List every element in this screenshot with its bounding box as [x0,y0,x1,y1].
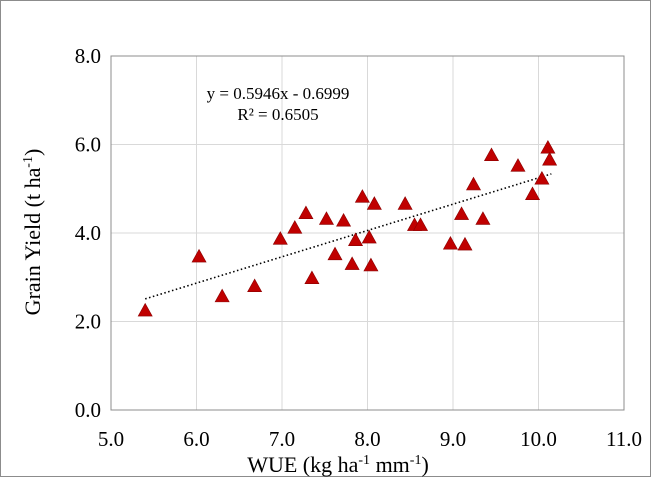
data-point [534,170,550,185]
x-axis-title: WUE (kg ha-1 mm-1) [247,452,429,477]
data-point [137,302,153,317]
data-point [318,211,334,225]
trendline-group [144,173,552,300]
data-point [413,217,429,231]
y-tick-label: 8.0 [75,44,101,68]
data-point [442,236,458,250]
tick-labels: 5.0 6.0 7.0 8.0 9.0 10.0 11.0 0.0 2.0 4.0 6.0 8.0 [75,44,642,451]
x-tick-label: 5.0 [98,427,124,451]
y-tick-label: 0.0 [75,398,101,422]
data-point [542,151,558,166]
data-point [454,206,470,220]
r-squared-label: R² = 0.6505 [237,105,318,124]
data-point [247,278,263,293]
trendline [144,173,552,300]
data-point [272,231,288,245]
data-point [397,196,413,210]
data-point [298,205,314,219]
gridlines [111,56,624,410]
trendline-equation: y = 0.5946x - 0.6999 [207,84,350,103]
data-point [327,246,343,261]
y-axis-title: Grain Yield (t ha-1) [20,149,45,316]
data-point [475,211,491,225]
data-point [344,256,360,270]
x-tick-label: 7.0 [269,427,295,451]
data-point [304,270,320,285]
data-point [348,232,364,246]
data-point [363,257,379,272]
data-point [466,176,482,191]
data-point [191,248,207,263]
data-point [366,196,382,210]
x-tick-label: 8.0 [354,427,380,451]
y-tick-label: 6.0 [75,133,101,157]
data-point [457,236,473,251]
data-point [540,139,556,154]
data-point [287,220,303,234]
data-point [510,158,526,172]
data-point [336,212,352,227]
x-tick-label: 6.0 [183,427,209,451]
x-tick-label: 9.0 [440,427,466,451]
data-points [137,139,558,317]
data-point [361,229,377,244]
plot-area [110,55,625,411]
x-tick-label: 10.0 [520,427,557,451]
data-point [483,147,499,162]
data-point [354,189,370,203]
x-tick-label: 11.0 [606,427,642,451]
y-tick-label: 2.0 [75,310,101,334]
data-point [214,288,230,303]
y-tick-label: 4.0 [75,221,101,245]
data-point [525,186,541,200]
